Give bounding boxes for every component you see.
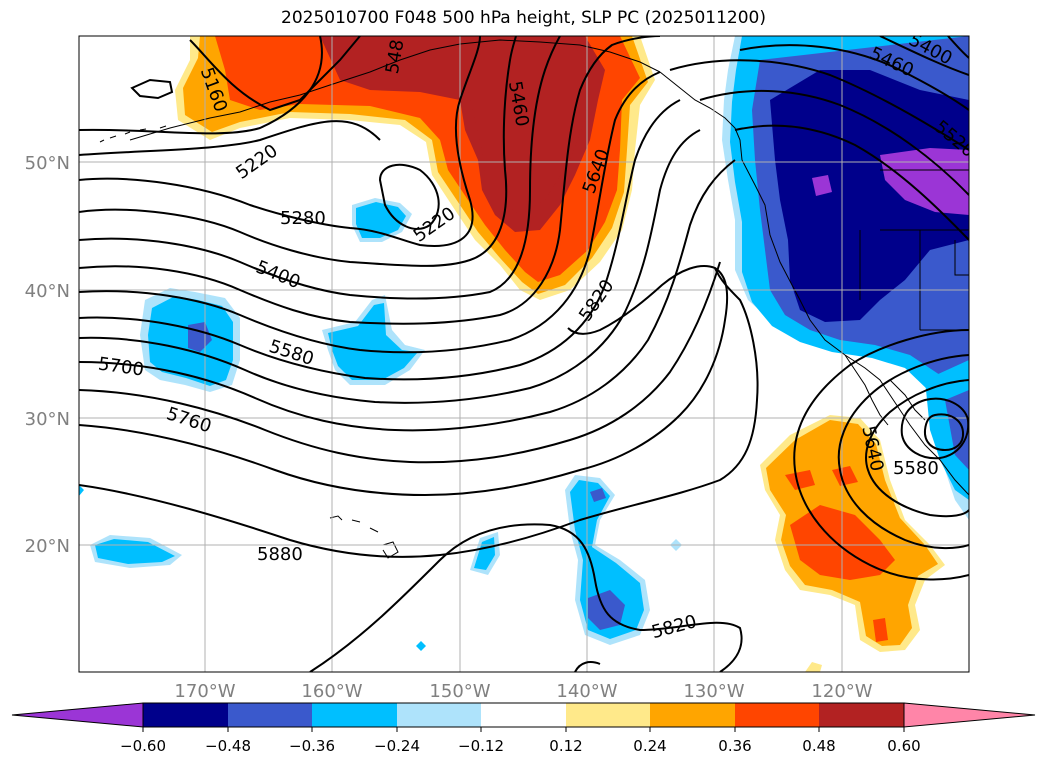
contour-5280 — [79, 36, 481, 247]
contour-label: 5880 — [257, 544, 303, 565]
negative-anomaly-mid-blob-2 — [328, 303, 418, 380]
contour-5160 — [189, 36, 361, 112]
colorbar-tick-label: 0.48 — [802, 737, 835, 755]
colorbar-tick-label: −0.36 — [289, 737, 335, 755]
coastline-baja — [844, 354, 889, 426]
coastline-bc — [659, 71, 743, 161]
colorbar-swatch — [481, 703, 566, 727]
contour-ne-5580 — [699, 89, 969, 196]
contour-ne-small — [947, 36, 969, 59]
colorbar-tick-marks — [142, 727, 905, 732]
colorbar-swatch — [735, 703, 819, 727]
negative-anomaly-west-us-4 — [770, 70, 969, 322]
latitude-labels: 50°N 40°N 30°N 20°N — [25, 153, 70, 557]
height-contours — [79, 36, 969, 672]
colorbar-extend-high — [903, 702, 1036, 728]
contour-cutoff-inner — [900, 397, 969, 460]
lon-label: 160°W — [301, 681, 362, 702]
graticule — [79, 36, 969, 672]
contour-cutoff-outer — [793, 329, 969, 581]
lat-label: 30°N — [25, 409, 70, 430]
contour-5220-low — [378, 163, 440, 230]
aleutian-islands — [99, 125, 167, 143]
contour-ne-5640 — [734, 124, 969, 241]
lon-label: 150°W — [429, 681, 490, 702]
contour-label: 5580 — [893, 458, 939, 479]
contour-5640 — [79, 129, 701, 404]
coastline-layer — [99, 39, 969, 559]
colorbar-swatch — [143, 703, 228, 727]
positive-anomaly-baja-4 — [785, 470, 815, 490]
colorbar-tick-label: 0.36 — [718, 737, 751, 755]
contour-5400 — [79, 36, 561, 300]
colorbar-swatch — [397, 703, 481, 727]
map-frame — [78, 35, 970, 673]
lon-label: 130°W — [683, 681, 744, 702]
contour-ne-5520 — [669, 59, 969, 151]
contour-cutoff-mid — [865, 379, 969, 518]
colorbar-tick-label: 0.12 — [549, 737, 582, 755]
negative-anomaly-north-blob-2 — [356, 202, 406, 238]
hawaii-islands — [329, 515, 399, 559]
contour-5460 — [79, 36, 661, 325]
colorbar-tick-labels: −0.60 −0.48 −0.36 −0.24 −0.12 0.12 0.24 … — [120, 737, 921, 755]
negative-anomaly-small-4 — [79, 485, 84, 496]
positive-anomaly-baja-6 — [873, 618, 888, 642]
map-panel: 5160 5220 5220 5280 5400 5460 5640 5820 … — [79, 36, 969, 672]
contour-ne-5400 — [879, 36, 969, 76]
colorbar-swatch — [228, 703, 312, 727]
colorbar-swatch — [650, 703, 735, 727]
negative-anomaly-west-us-6 — [812, 175, 832, 196]
contour-5280-a — [79, 120, 381, 156]
colorbar-tick-label: −0.60 — [120, 737, 166, 755]
colorbar-tick-label: −0.24 — [374, 737, 420, 755]
contour-5700 — [79, 159, 736, 432]
coastline-gulf-ca — [889, 379, 926, 421]
colorbar-swatch — [312, 703, 397, 727]
lon-label: 170°W — [174, 681, 235, 702]
contour-5340 — [79, 36, 517, 267]
contour-ne-5460 — [739, 44, 969, 111]
negative-anomaly-west-us-5 — [880, 148, 969, 215]
map-title: 2025010700 F048 500 hPa height, SLP PC (… — [281, 8, 766, 28]
lon-label: 140°W — [556, 681, 617, 702]
lon-label: 120°W — [811, 681, 872, 702]
contour-5820 — [79, 265, 729, 497]
contour-5580 — [79, 99, 681, 381]
contour-cutoff-5640 — [837, 354, 969, 550]
colorbar: −0.60 −0.48 −0.36 −0.24 −0.12 0.12 0.24 … — [11, 702, 1036, 755]
colorbar-tick-label: −0.48 — [205, 737, 251, 755]
colorbar-tick-label: −0.12 — [458, 737, 504, 755]
lat-label: 50°N — [25, 153, 70, 174]
lat-label: 20°N — [25, 536, 70, 557]
colorbar-swatch — [819, 703, 904, 727]
contour-5520 — [79, 71, 661, 354]
colorbar-tick-label: 0.60 — [887, 737, 920, 755]
contour-5820-tail — [574, 661, 601, 672]
colorbar-swatch — [566, 703, 650, 727]
colorbar-extend-low — [11, 702, 144, 728]
colorbar-frame — [142, 702, 905, 728]
contour-5760 — [79, 261, 721, 464]
contour-5580-inner — [923, 413, 965, 452]
contour-5820-south — [309, 523, 743, 672]
contour-low-small — [130, 78, 174, 100]
longitude-labels: 170°W 160°W 150°W 140°W 130°W 120°W — [174, 681, 872, 702]
lat-label: 40°N — [25, 281, 70, 302]
coastline-alaska — [129, 39, 661, 141]
positive-anomaly-small-south — [805, 662, 822, 672]
positive-anomaly-gulf-alaska-5 — [460, 36, 590, 215]
positive-anomaly-baja-5 — [832, 466, 858, 486]
negative-anomaly-small-2 — [416, 641, 426, 651]
contour-label: 5280 — [280, 208, 326, 229]
colorbar-tick-label: 0.24 — [633, 737, 666, 755]
contour-5220-north — [79, 36, 323, 135]
contour-5880 — [79, 267, 759, 558]
us-state-borders — [859, 169, 969, 331]
negative-anomaly-hawaii-east-4 — [590, 488, 606, 502]
